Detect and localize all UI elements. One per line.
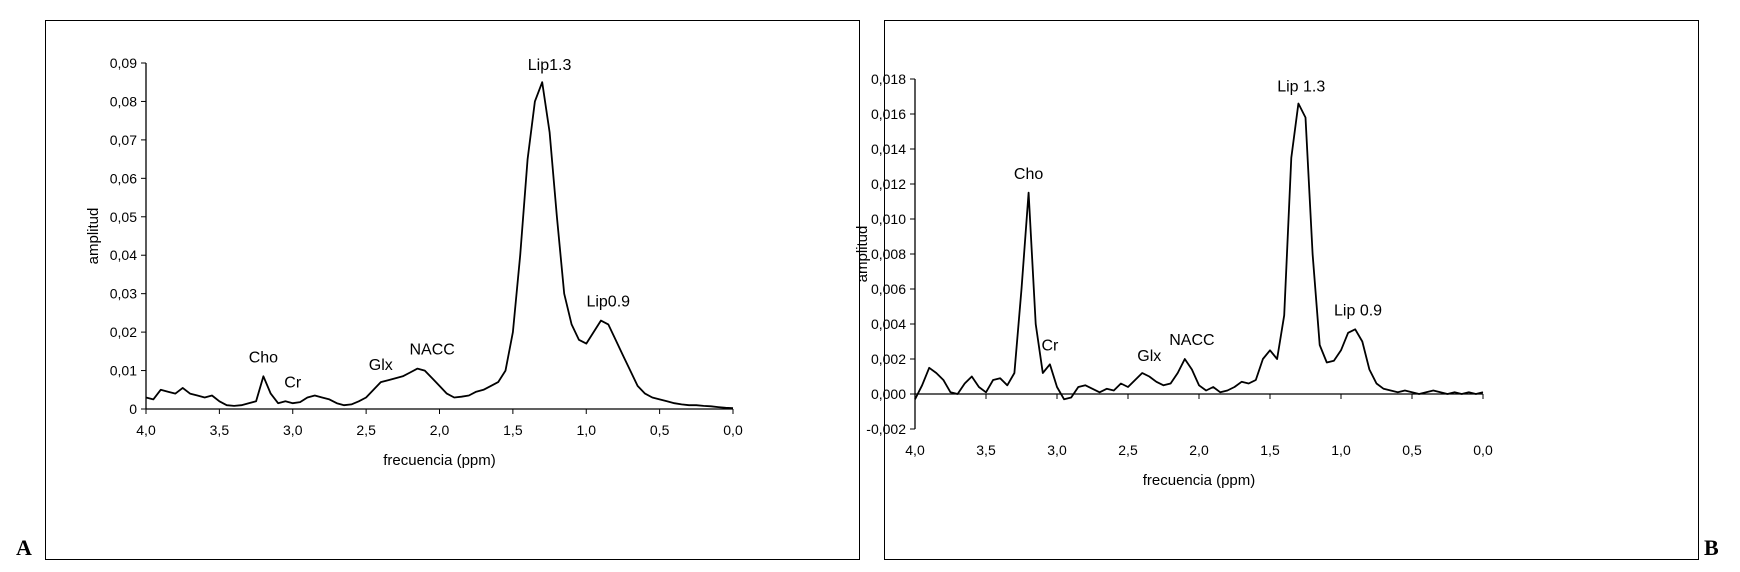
y-tick-label: 0,08 xyxy=(110,93,137,109)
x-tick-label: 2,0 xyxy=(1189,442,1209,458)
y-tick-label: 0,07 xyxy=(110,132,137,148)
x-tick-label: 4,0 xyxy=(905,442,925,458)
peak-label-cr: Cr xyxy=(284,374,302,391)
chart-panel-b: -0,002 0,000 0,002 0,004 0,006 0,008 0,010 0,01… xyxy=(854,20,1699,560)
y-axis-title: amplitud xyxy=(854,226,871,283)
y-tick-label: 0,004 xyxy=(871,316,906,332)
x-tick-label: 0,0 xyxy=(723,422,743,438)
y-tick-label: 0,018 xyxy=(871,71,906,87)
y-tick-label: 0,016 xyxy=(871,106,906,122)
y-axis-title: amplitud xyxy=(85,208,102,265)
peak-label-glx: Glx xyxy=(369,357,393,374)
x-axis-title: frecuencia (ppm) xyxy=(383,452,496,469)
peak-label-nacc: NACC xyxy=(409,342,454,359)
peak-label-lip1-3: Lip1.3 xyxy=(528,57,572,74)
x-tick-label: 1,0 xyxy=(1331,442,1351,458)
x-tick-label: 0,0 xyxy=(1473,442,1493,458)
y-tick-label: 0,03 xyxy=(110,286,137,302)
y-tick-label: 0,002 xyxy=(871,351,906,367)
peak-label-lip-1-3: Lip 1.3 xyxy=(1277,79,1325,96)
peak-label-glx: Glx xyxy=(1137,348,1161,365)
peak-label-lip0-9: Lip0.9 xyxy=(586,294,630,311)
spectrum-chart-a: 0 0,01 0,02 0,03 0,04 0,05 0,06 0,07 0,08 0,09 4,0… xyxy=(85,55,743,469)
x-tick-label: 3,5 xyxy=(976,442,996,458)
chart-panel-a: 0 0,01 0,02 0,03 0,04 0,05 0,06 0,07 0,08 0,09 4,0… xyxy=(45,20,860,560)
y-tick-label: 0,01 xyxy=(110,363,137,379)
x-tick-label: 3,0 xyxy=(1047,442,1067,458)
x-tick-label: 2,0 xyxy=(430,422,450,438)
y-tick-label: 0,006 xyxy=(871,281,906,297)
y-tick-label: 0,014 xyxy=(871,141,906,157)
spectrum-line xyxy=(145,81,734,410)
y-tick-label: 0,012 xyxy=(871,176,906,192)
y-tick-label: 0,05 xyxy=(110,209,137,225)
panel-letter-a: A xyxy=(16,535,32,560)
y-tick-label: 0,06 xyxy=(110,170,137,186)
x-tick-label: 3,0 xyxy=(283,422,303,438)
spectrum-line xyxy=(914,102,1484,401)
y-tick-label: 0,010 xyxy=(871,211,906,227)
x-axis-title: frecuencia (ppm) xyxy=(1143,472,1256,489)
x-tick-label: 2,5 xyxy=(356,422,376,438)
y-tick-label: 0,09 xyxy=(110,55,137,71)
y-tick-label: 0,04 xyxy=(110,247,137,263)
x-tick-label: 2,5 xyxy=(1118,442,1138,458)
peak-label-nacc: NACC xyxy=(1169,332,1214,349)
x-tick-label: 0,5 xyxy=(1402,442,1422,458)
panel-letter-b: B xyxy=(1704,535,1719,560)
y-tick-label: 0,008 xyxy=(871,246,906,262)
peak-label-cho: Cho xyxy=(249,349,278,366)
x-tick-label: 0,5 xyxy=(650,422,670,438)
y-tick-label: -0,002 xyxy=(866,421,906,437)
peak-label-cr: Cr xyxy=(1041,337,1059,354)
y-tick-label: 0,000 xyxy=(871,386,906,402)
x-tick-label: 1,5 xyxy=(1260,442,1280,458)
x-tick-label: 1,0 xyxy=(577,422,597,438)
peak-label-lip-0-9: Lip 0.9 xyxy=(1334,302,1382,319)
y-tick-label: 0,02 xyxy=(110,324,137,340)
x-tick-label: 1,5 xyxy=(503,422,523,438)
x-tick-label: 3,5 xyxy=(210,422,230,438)
y-tick-label: 0 xyxy=(129,401,137,417)
peak-label-cho: Cho xyxy=(1014,166,1043,183)
spectrum-chart-b: -0,0020,0000,0020,0040,0060,0080,0100,01… xyxy=(854,71,1493,489)
x-tick-label: 4,0 xyxy=(136,422,156,438)
